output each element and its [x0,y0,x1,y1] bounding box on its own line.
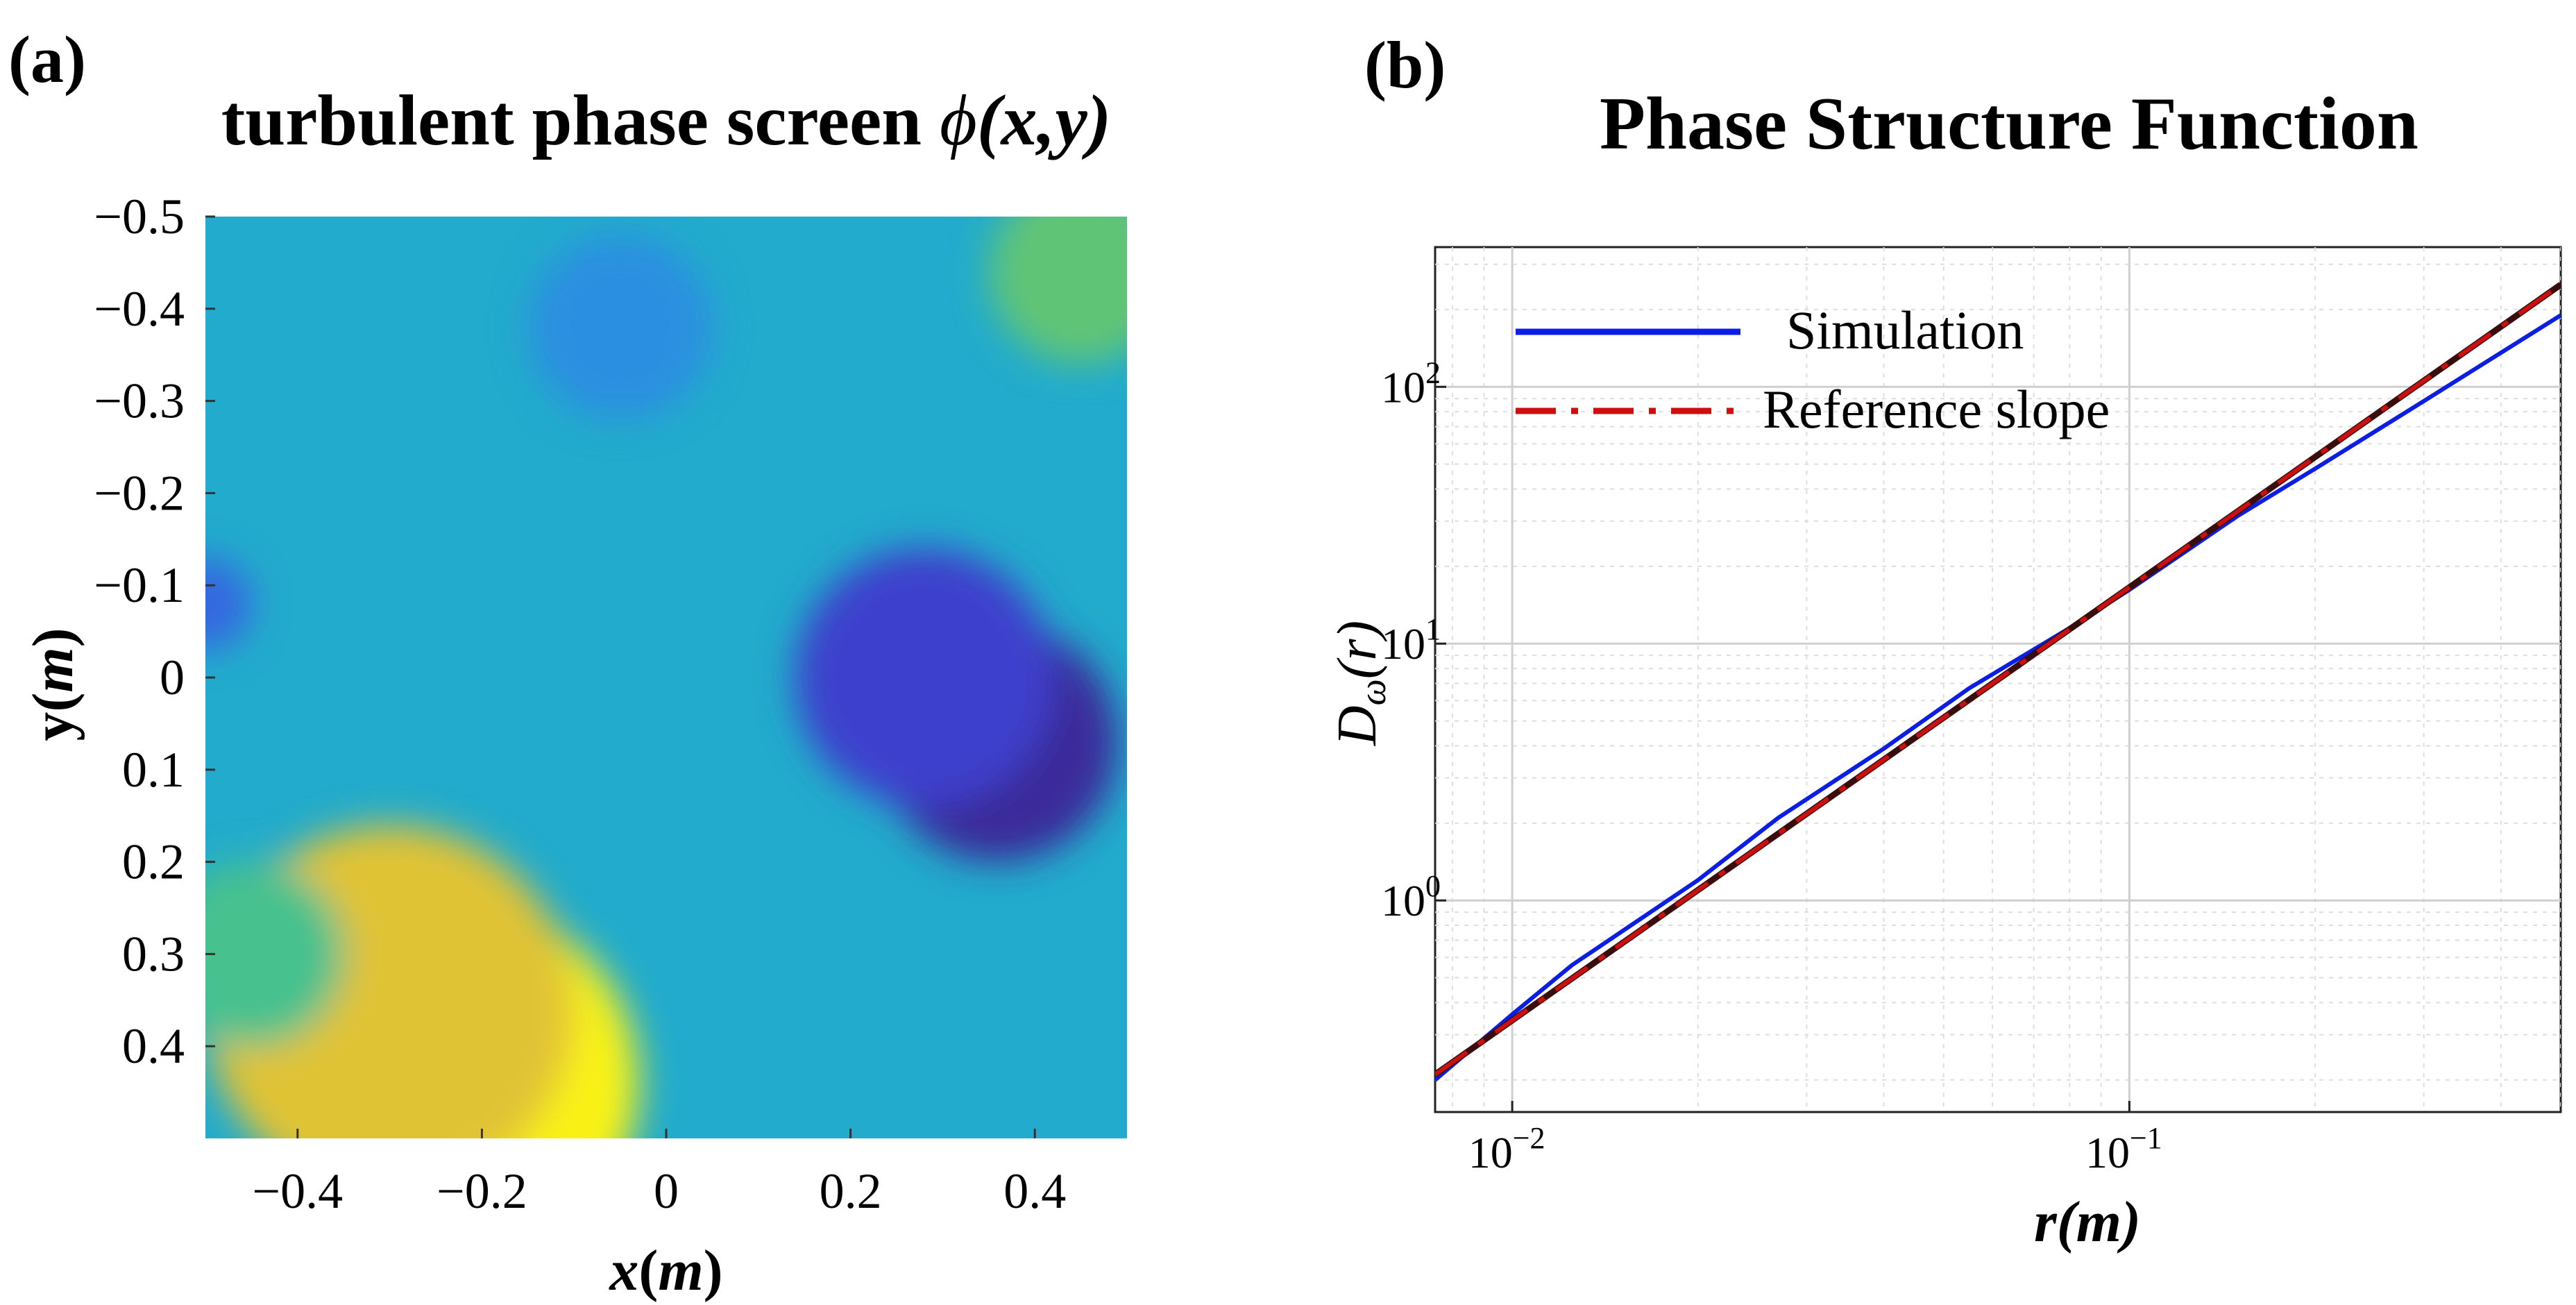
y-axis-label-a-unit: m [21,647,85,692]
phase-screen-heatmap [205,217,1127,1138]
y-axis-label-b-sub: ω [1352,679,1393,705]
x-tick-label-a: −0.2 [437,1163,527,1219]
y-tick-label-a: −0.1 [94,557,185,613]
x-axis-label-a-unit: m [658,1238,703,1303]
y-tick-label-a: 0 [160,650,185,705]
x-axis-ticks-b: 10−2 10−1 [1468,1101,2162,1177]
heatmap-feature [988,217,1127,364]
y-axis-label-a-open: ( [21,693,85,712]
y-axis-label-b: Dω(r) [1327,621,1393,746]
y-tick-label-b: 102 [1381,355,1441,412]
panel-a-title-args: (x,y) [977,81,1111,160]
y-axis-ticks-b: 100 101 102 [1381,355,1446,925]
x-tick-label-b: 10−2 [1468,1121,1545,1177]
x-axis-label-a-open: ( [638,1238,658,1303]
panel-a-label: (a) [8,22,86,96]
heatmap-feature [527,235,713,420]
y-axis-ticks-a: −0.5 −0.4 −0.3 −0.2 −0.1 0 0.1 0.2 0.3 0.4 [94,189,215,1074]
y-axis-label-b-main: D [1327,705,1388,746]
x-tick-label-a: 0.4 [1003,1163,1066,1219]
heatmap-feature [205,861,344,1047]
y-tick-label-b: 101 [1381,612,1441,668]
y-tick-label-a: 0.1 [122,742,185,798]
heatmap-feature [795,548,1053,807]
x-tick-label-b: 10−1 [2085,1121,2162,1177]
legend-reference-label: Reference slope [1763,379,2110,439]
y-tick-label-a: −0.3 [94,373,185,429]
x-tick-label-a: 0.2 [820,1163,882,1219]
x-tick-label-a: −0.4 [252,1163,343,1219]
panel-b-label: (b) [1364,28,1446,102]
series-reference-slope [1435,283,2561,1077]
legend-b: Simulation Reference slope [1516,300,2110,439]
y-tick-label-a: −0.2 [94,465,185,521]
legend-simulation-label: Simulation [1786,300,2024,360]
panel-a-title-phi: ϕ [940,81,977,160]
y-axis-label-a-close: ) [21,628,85,647]
series-b [1435,282,2561,1082]
panel-a: (a) turbulent phase screen ϕ(x,y) −0.4 −0… [8,22,1127,1303]
x-axis-label-a: x(m) [608,1238,722,1303]
y-axis-label-a-var: y [21,712,85,741]
y-tick-label-a: 0.2 [122,834,185,890]
panel-b-title: Phase Structure Function [1600,83,2418,165]
y-tick-label-a: 0.3 [122,926,185,982]
heatmap-feature [205,557,252,650]
x-tick-label-a: 0 [654,1163,679,1219]
x-axis-ticks-a: −0.4 −0.2 0 0.2 0.4 [252,1129,1066,1219]
y-axis-label-b-arg: (r) [1327,621,1388,679]
panel-a-title-text: turbulent phase screen [221,81,940,160]
y-tick-label-a: −0.4 [94,281,185,337]
grid-b [1435,247,2561,1112]
y-tick-label-b: 100 [1381,869,1441,925]
x-axis-label-b: r(m) [2034,1190,2141,1254]
series-simulation [1435,313,2561,1082]
heatmap-features [205,217,1127,1138]
x-axis-label-a-close: ) [704,1238,723,1303]
panel-a-title: turbulent phase screen ϕ(x,y) [221,81,1112,160]
x-axis-label-a-var: x [608,1238,638,1303]
y-axis-label-a: y(m) [21,628,85,741]
y-tick-label-a: 0.4 [122,1018,185,1074]
y-tick-label-a: −0.5 [94,189,185,244]
panel-b: (b) Phase Structure Function 10−2 10−1 10… [1327,28,2562,1254]
